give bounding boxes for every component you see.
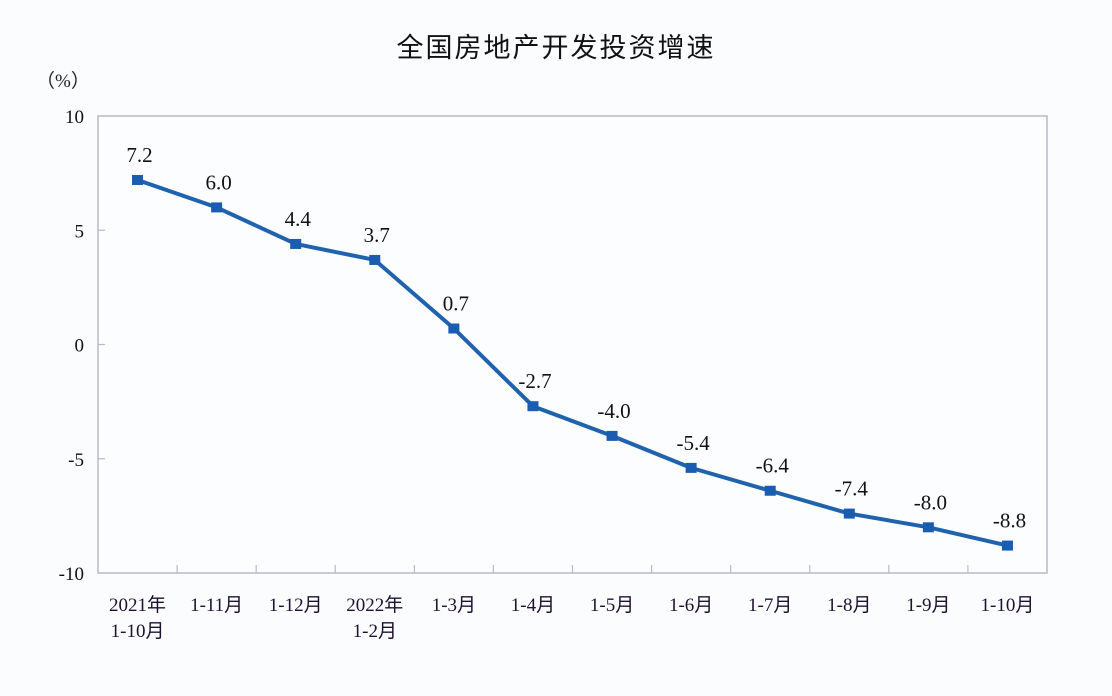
x-tick-label: 2022年 xyxy=(346,594,403,616)
y-tick-label: 5 xyxy=(75,221,85,242)
plot-frame xyxy=(97,115,1048,574)
data-point-label: -4.0 xyxy=(597,399,630,423)
data-point-marker xyxy=(685,462,697,473)
x-tick-label: 1-12月 xyxy=(269,595,323,616)
x-tick-label: 1-5月 xyxy=(590,595,634,616)
data-point-marker xyxy=(606,430,618,441)
x-tick-label: 1-3月 xyxy=(432,595,476,616)
data-point-label: 3.7 xyxy=(364,223,390,247)
data-labels: 7.2 6.0 4.4 3.7 0.7 -2.7 -4.0 -5.4 -6.4 -7.4 -8.0 -… xyxy=(126,143,1026,533)
data-point-marker xyxy=(764,485,776,496)
data-point-marker xyxy=(527,401,539,412)
data-point-label: -2.7 xyxy=(518,369,551,393)
x-tick-label: 1-6月 xyxy=(669,595,713,616)
data-point-label: -6.4 xyxy=(756,454,790,478)
y-tick-label: 10 xyxy=(65,107,84,128)
x-tick-label: 1-2月 xyxy=(353,621,397,642)
data-point-marker xyxy=(1001,540,1013,551)
data-point-label: -5.4 xyxy=(677,431,711,455)
x-tick-label: 1-9月 xyxy=(906,595,950,616)
data-point-label: 6.0 xyxy=(206,170,232,194)
data-series-line xyxy=(135,177,1010,548)
y-tick-label: 0 xyxy=(75,336,85,357)
x-axis: 2021年 1-10月 1-11月 1-12月 2022年 1-2月 1-3月 1-4月 1-5… xyxy=(109,565,1034,642)
data-point-marker xyxy=(843,508,855,519)
y-tick-label: -10 xyxy=(59,564,84,585)
data-point-marker xyxy=(211,202,223,213)
data-point-label: 0.7 xyxy=(443,292,469,316)
x-tick-label: 1-8月 xyxy=(827,595,871,616)
data-point-label: 4.4 xyxy=(285,207,312,231)
data-point-marker xyxy=(290,238,302,249)
data-point-label: 7.2 xyxy=(126,143,152,167)
x-tick-label: 1-4月 xyxy=(511,595,555,616)
data-point-label: -8.0 xyxy=(914,490,947,514)
x-tick-label: 1-11月 xyxy=(190,595,243,616)
data-point-marker xyxy=(448,323,460,334)
data-markers xyxy=(132,174,1013,551)
data-point-label: -8.8 xyxy=(993,509,1026,533)
chart-title: 全国房地产开发投资增速 xyxy=(396,33,716,64)
y-axis-unit-label: （%） xyxy=(36,71,90,92)
data-point-marker xyxy=(369,254,381,265)
x-tick-label: 1-10月 xyxy=(111,621,165,642)
data-point-label: -7.4 xyxy=(835,477,869,501)
x-tick-label: 1-7月 xyxy=(748,595,792,616)
x-tick-label: 1-10月 xyxy=(981,595,1035,616)
data-point-marker xyxy=(132,174,144,185)
y-axis: 10 5 0 -5 -10 xyxy=(59,107,105,585)
data-point-marker xyxy=(922,522,934,533)
y-tick-label: -5 xyxy=(68,450,84,471)
x-tick-label: 2021年 xyxy=(109,594,166,616)
